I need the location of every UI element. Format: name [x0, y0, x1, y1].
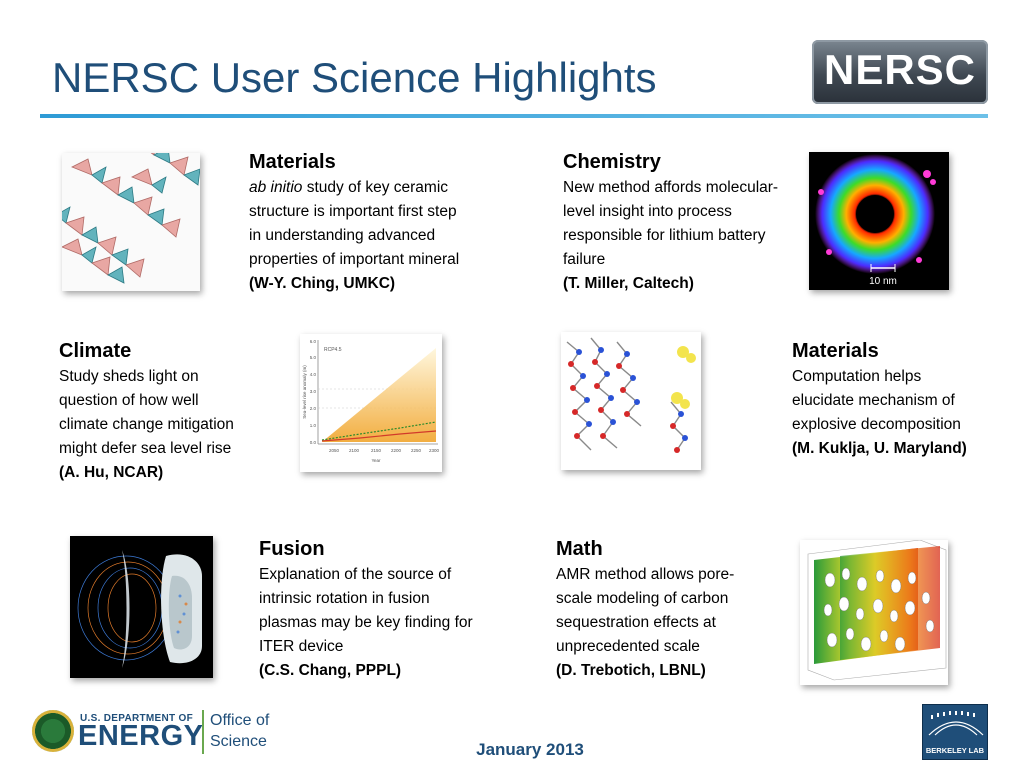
highlight-line: properties of important mineral: [249, 251, 460, 268]
highlight-line: scale modeling of carbon: [556, 590, 729, 607]
y-tick-label: 2.0: [310, 406, 317, 411]
highlight-line: unprecedented scale: [556, 638, 700, 655]
nersc-logo: NERSC: [812, 40, 988, 104]
doe-big-text: ENERGY: [78, 720, 204, 752]
y-tick-label: 3.0: [310, 389, 317, 394]
highlight-chemistry: Chemistry New method affords molecular- …: [563, 148, 778, 296]
climate-sea-level-plot: RCP4.5 Sea-level rise anomaly (m) 2050 2…: [300, 334, 442, 472]
highlight-line: Study sheds light on: [59, 368, 199, 385]
highlight-line: intrinsic rotation in fusion: [259, 590, 430, 607]
highlight-line: failure: [563, 251, 606, 268]
highlight-heading: Math: [556, 538, 603, 560]
title-underline: [40, 114, 988, 118]
highlight-line: structure is important first step: [249, 203, 457, 220]
highlight-line: question of how well: [59, 392, 199, 409]
highlight-credit: (W-Y. Ching, UMKC): [249, 275, 396, 292]
chemistry-polymer-image: 10 nm: [809, 152, 949, 290]
scale-bar-label: 10 nm: [869, 276, 897, 287]
y-tick-label: 6.0: [310, 339, 317, 344]
plot-xlabel: Year: [371, 458, 381, 463]
highlight-line: sequestration effects at: [556, 614, 716, 631]
highlight-line: plasmas may be key finding for: [259, 614, 473, 631]
nersc-logo-text: NERSC: [823, 46, 977, 93]
highlight-credit: (T. Miller, Caltech): [563, 275, 694, 292]
plot-series-label: RCP4.5: [324, 347, 342, 353]
highlight-heading: Materials: [249, 151, 336, 173]
office-of-text: Office of: [210, 712, 270, 729]
x-tick-label: 2100: [349, 448, 360, 453]
berkeley-lab-text: BERKELEY LAB: [925, 746, 985, 755]
highlight-line: level insight into process: [563, 203, 732, 220]
highlight-line: might defer sea level rise: [59, 440, 232, 457]
highlight-credit: (D. Trebotich, LBNL): [556, 662, 706, 679]
doe-seal-icon: [32, 710, 74, 752]
highlight-credit: (A. Hu, NCAR): [59, 464, 164, 481]
highlight-line: responsible for lithium battery: [563, 227, 766, 244]
highlight-line: Explanation of the source of: [259, 566, 452, 583]
highlight-credit: (M. Kuklja, U. Maryland): [792, 440, 967, 457]
highlight-math: Math AMR method allows pore- scale model…: [556, 535, 734, 683]
highlight-line: New method affords molecular-: [563, 179, 779, 196]
highlight-line: climate change mitigation: [59, 416, 234, 433]
x-tick-label: 2050: [329, 448, 340, 453]
logo-divider: [202, 710, 204, 754]
highlight-line: Computation helps: [792, 368, 922, 385]
math-pore-scale-image: [800, 540, 948, 685]
highlight-materials-explosive: Materials Computation helps elucidate me…: [792, 337, 967, 461]
highlight-fusion: Fusion Explanation of the source of intr…: [259, 535, 473, 683]
highlight-heading: Climate: [59, 340, 132, 362]
highlight-climate: Climate Study sheds light on question of…: [59, 337, 234, 485]
highlight-line: AMR method allows pore-: [556, 566, 735, 583]
highlight-heading: Materials: [792, 340, 879, 362]
x-tick-label: 2200: [391, 448, 402, 453]
italic-lead: ab initio: [249, 179, 303, 196]
doe-office-of-science-logo: U.S. DEPARTMENT OF ENERGY Office of Scie…: [30, 706, 276, 760]
berkeley-building-icon: [928, 711, 984, 736]
y-tick-label: 1.0: [310, 423, 317, 428]
highlight-heading: Chemistry: [563, 151, 661, 173]
materials-ceramic-image: [62, 153, 200, 291]
highlight-line: in understanding advanced: [249, 227, 436, 244]
footer-date: January 2013: [476, 740, 584, 759]
berkeley-lab-logo: BERKELEY LAB: [922, 704, 988, 760]
highlight-credit: (C.S. Chang, PPPL): [259, 662, 402, 679]
doe-small-text: U.S. DEPARTMENT OF: [80, 713, 193, 724]
highlight-line: ITER device: [259, 638, 344, 655]
fusion-plasma-image: [70, 536, 213, 678]
y-tick-label: 0.0: [310, 440, 317, 445]
y-tick-label: 5.0: [310, 355, 317, 360]
highlight-line: study of key ceramic: [306, 179, 449, 196]
x-tick-label: 2250: [411, 448, 422, 453]
highlight-heading: Fusion: [259, 538, 325, 560]
slide-title: NERSC User Science Highlights: [52, 54, 657, 101]
x-tick-label: 2300: [429, 448, 440, 453]
highlight-line: explosive decomposition: [792, 416, 961, 433]
x-tick-label: 2150: [371, 448, 382, 453]
science-text: Science: [210, 733, 267, 750]
highlight-materials-ceramic: Materials ab initio study of key ceramic…: [249, 148, 459, 296]
materials-explosive-molecule-image: [561, 332, 701, 470]
highlight-line: elucidate mechanism of: [792, 392, 955, 409]
y-tick-label: 4.0: [310, 372, 317, 377]
plot-ylabel: Sea-level rise anomaly (m): [302, 365, 307, 419]
